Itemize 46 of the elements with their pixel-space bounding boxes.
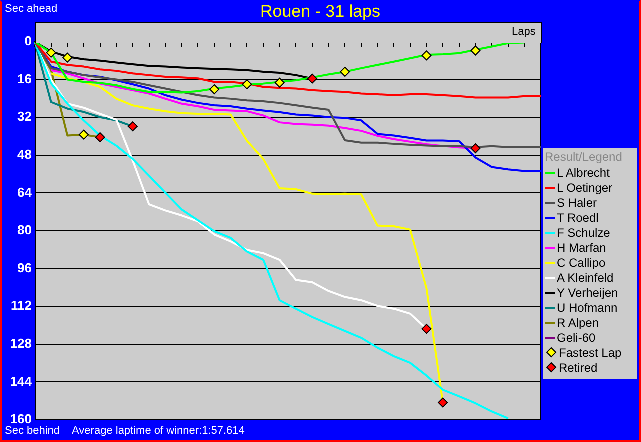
point xyxy=(78,130,89,140)
y-axis-title: Sec ahead xyxy=(5,3,58,15)
y-tick-label: 112 xyxy=(11,298,32,314)
y-tick-label: 0 xyxy=(24,34,32,49)
legend-label: R Alpen xyxy=(557,316,600,330)
point xyxy=(438,398,448,408)
legend-label: C Callipo xyxy=(557,256,606,270)
y-tick-label: 96 xyxy=(18,260,32,276)
legend-label: U Hofmann xyxy=(557,300,618,314)
legend-label: S Haler xyxy=(557,196,598,210)
point xyxy=(470,144,481,154)
y-tick-label: 144 xyxy=(10,374,33,389)
point xyxy=(307,74,318,84)
y-tick-label: 80 xyxy=(18,222,32,238)
y-tick-label: 32 xyxy=(18,109,32,124)
y-tick-label: 128 xyxy=(10,336,32,351)
point xyxy=(422,324,432,334)
legend-label: T Roedl xyxy=(557,210,599,224)
y-tick-label: 160 xyxy=(10,412,32,427)
point xyxy=(95,132,106,142)
y-tick-label: 16 xyxy=(18,71,32,86)
legend-title: Result/Legend xyxy=(545,150,624,164)
point xyxy=(470,46,481,56)
point xyxy=(242,80,252,90)
point xyxy=(210,84,220,94)
point xyxy=(128,122,138,132)
point xyxy=(62,52,73,63)
point xyxy=(46,48,56,58)
legend-label: Y Verheijen xyxy=(557,286,618,300)
legend-label: L Oetinger xyxy=(557,180,613,194)
point xyxy=(422,50,432,61)
x-axis-title: Laps xyxy=(512,26,536,38)
legend-label: L Albrecht xyxy=(557,166,610,180)
legend-label: Geli-60 xyxy=(557,330,596,344)
legend-label: H Marfan xyxy=(557,240,606,254)
y-tick-label: 64 xyxy=(18,184,33,200)
legend-label: Retired xyxy=(559,360,598,374)
legend-label: Fastest Lap xyxy=(559,346,622,360)
legend-label: A Kleinfeld xyxy=(557,270,614,284)
text: Sec behind xyxy=(5,425,60,437)
y-tick-label: 48 xyxy=(18,146,32,162)
legend-label: F Schulze xyxy=(557,226,610,240)
point xyxy=(274,78,285,88)
point xyxy=(340,67,350,78)
chart-title: Rouen - 31 laps xyxy=(260,2,381,21)
text: Average laptime of winner:1:57.614 xyxy=(72,425,245,437)
